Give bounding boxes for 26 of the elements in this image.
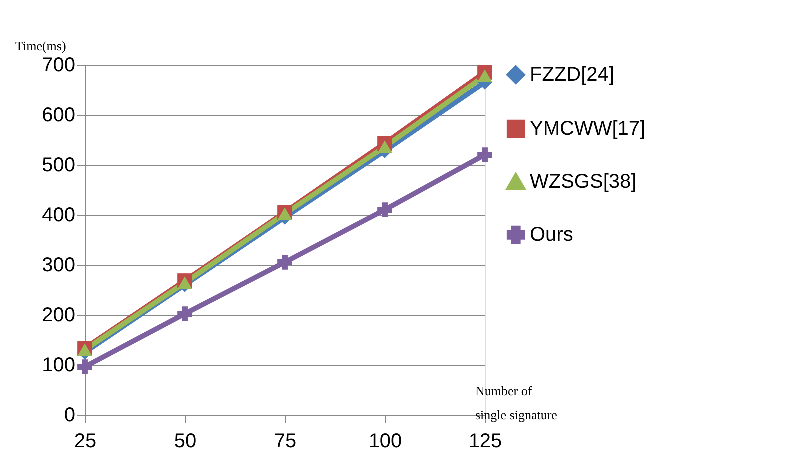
- y-tick-label: 0: [64, 404, 76, 426]
- y-tick-label: 700: [42, 54, 76, 76]
- point: [378, 202, 392, 218]
- point: [378, 140, 392, 154]
- y-axis-title: Time(ms): [16, 38, 66, 54]
- y-tick-label: 100: [42, 354, 76, 376]
- x-tick-label: 25: [74, 430, 97, 452]
- y-tick-label: 500: [42, 154, 76, 176]
- x-tick-label: 125: [468, 430, 502, 452]
- legend-label: WZSGS[38]: [530, 171, 637, 193]
- point: [478, 148, 492, 162]
- legend-label: FZZD[24]: [530, 64, 614, 86]
- y-tick-label: 600: [42, 104, 76, 126]
- y-tick-label: 300: [42, 254, 76, 276]
- y-tick-label: 200: [42, 304, 76, 326]
- point: [178, 276, 192, 290]
- y-tick-label: 400: [42, 204, 76, 226]
- x-axis-title: Number of single signature: [476, 384, 558, 422]
- point: [178, 306, 192, 322]
- x-tick-label: 50: [174, 430, 197, 452]
- legend-label: YMCWW[17]: [530, 118, 646, 140]
- x-tick-label: 100: [368, 430, 402, 452]
- legend-label: Ours: [530, 224, 574, 246]
- x-tick-label: 75: [274, 430, 297, 452]
- point: [478, 70, 492, 82]
- point: [278, 255, 292, 270]
